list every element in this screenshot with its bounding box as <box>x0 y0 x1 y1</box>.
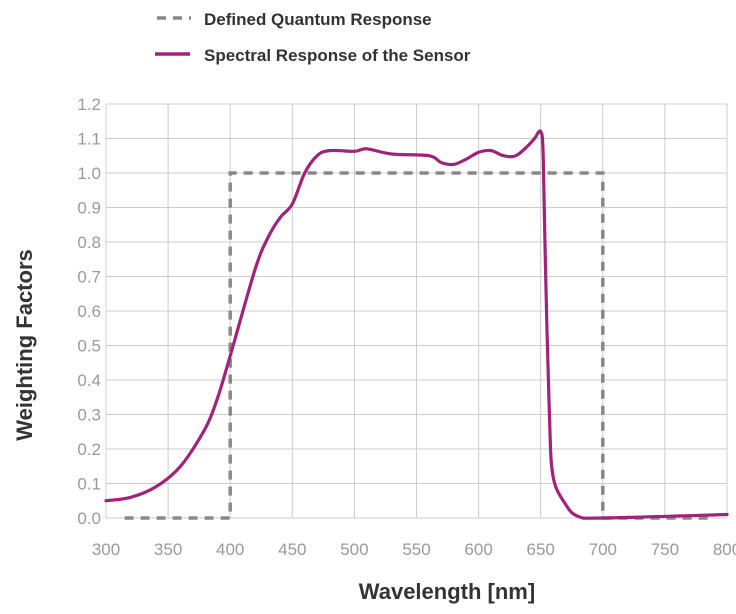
x-tick-label: 400 <box>216 540 244 559</box>
x-axis-ticks: 300 350 400 450 500 550 600 650 700 750 800 <box>92 540 736 559</box>
x-tick-label: 550 <box>402 540 430 559</box>
y-tick-label: 0.5 <box>77 337 101 356</box>
y-tick-label: 0.1 <box>77 475 101 494</box>
y-tick-label: 0.3 <box>77 406 101 425</box>
x-tick-label: 350 <box>154 540 182 559</box>
y-tick-label: 0.7 <box>77 268 101 287</box>
x-tick-label: 650 <box>527 540 555 559</box>
x-tick-label: 800 <box>713 540 736 559</box>
x-tick-label: 300 <box>92 540 120 559</box>
legend-label-sensor: Spectral Response of the Sensor <box>204 46 471 65</box>
x-tick-label: 600 <box>464 540 492 559</box>
y-tick-label: 0.6 <box>77 302 101 321</box>
y-tick-label: 0.8 <box>77 233 101 252</box>
y-tick-label: 1.1 <box>77 130 101 149</box>
legend-label-quantum: Defined Quantum Response <box>204 10 432 29</box>
x-tick-label: 750 <box>651 540 679 559</box>
y-axis-ticks: 0.0 0.1 0.2 0.3 0.4 0.5 0.6 0.7 0.8 0.9 1.0 1.1 1.2 <box>77 95 101 528</box>
y-tick-label: 0.9 <box>77 199 101 218</box>
y-tick-label: 0.2 <box>77 440 101 459</box>
x-tick-label: 700 <box>589 540 617 559</box>
y-tick-label: 0.4 <box>77 371 101 390</box>
x-axis-title: Wavelength [nm] <box>359 579 535 604</box>
legend: Defined Quantum Response Spectral Respon… <box>155 10 471 65</box>
x-tick-label: 500 <box>340 540 368 559</box>
y-tick-label: 1.2 <box>77 95 101 114</box>
series-group <box>104 129 729 520</box>
y-axis-title: Weighting Factors <box>12 249 37 441</box>
y-tick-label: 1.0 <box>77 164 101 183</box>
series-line-sensor <box>104 129 729 520</box>
x-tick-label: 450 <box>278 540 306 559</box>
grid <box>105 103 728 519</box>
y-tick-label: 0.0 <box>77 509 101 528</box>
